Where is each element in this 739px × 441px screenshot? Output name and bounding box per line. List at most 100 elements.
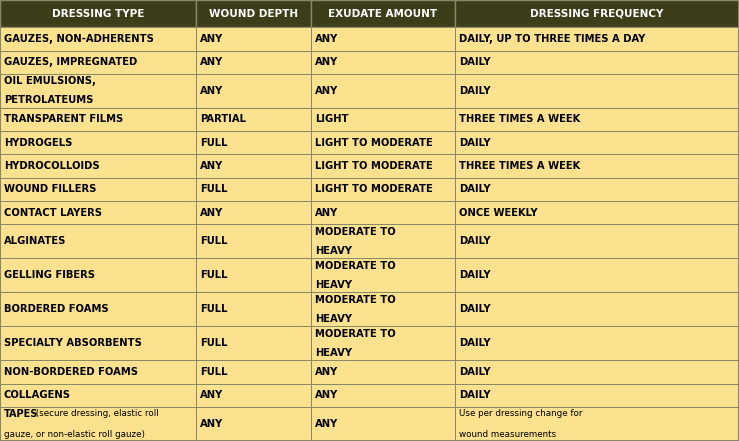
Text: FULL: FULL	[200, 236, 228, 247]
Text: PARTIAL: PARTIAL	[200, 115, 246, 124]
Text: CONTACT LAYERS: CONTACT LAYERS	[4, 208, 102, 218]
Bar	[311, 108, 455, 131]
Text: DAILY: DAILY	[459, 236, 491, 247]
Text: ANY: ANY	[315, 367, 338, 377]
Bar	[455, 0, 739, 27]
Bar	[196, 154, 311, 178]
Bar	[455, 51, 739, 74]
Text: HEAVY: HEAVY	[315, 314, 352, 324]
Text: SPECIALTY ABSORBENTS: SPECIALTY ABSORBENTS	[4, 338, 142, 348]
Text: BORDERED FOAMS: BORDERED FOAMS	[4, 304, 109, 314]
Bar	[0, 108, 196, 131]
Text: ANY: ANY	[200, 86, 223, 96]
Bar	[455, 27, 739, 51]
Bar	[196, 360, 311, 384]
Text: MODERATE TO: MODERATE TO	[315, 227, 396, 237]
Bar	[311, 224, 455, 258]
Text: ANY: ANY	[200, 390, 223, 400]
Text: HEAVY: HEAVY	[315, 280, 352, 290]
Bar	[455, 108, 739, 131]
Bar	[0, 384, 196, 407]
Bar	[196, 258, 311, 292]
Text: ANY: ANY	[315, 390, 338, 400]
Text: WOUND DEPTH: WOUND DEPTH	[209, 8, 298, 19]
Bar	[311, 154, 455, 178]
Text: FULL: FULL	[200, 338, 228, 348]
Text: ANY: ANY	[200, 57, 223, 67]
Bar	[455, 258, 739, 292]
Bar	[0, 224, 196, 258]
Bar	[455, 292, 739, 326]
Text: LIGHT: LIGHT	[315, 115, 349, 124]
Bar	[0, 360, 196, 384]
Bar	[455, 201, 739, 224]
Bar	[311, 258, 455, 292]
Text: LIGHT TO MODERATE: LIGHT TO MODERATE	[315, 161, 433, 171]
Text: EXUDATE AMOUNT: EXUDATE AMOUNT	[328, 8, 437, 19]
Text: GAUZES, IMPREGNATED: GAUZES, IMPREGNATED	[4, 57, 137, 67]
Bar	[0, 131, 196, 154]
Text: DRESSING FREQUENCY: DRESSING FREQUENCY	[531, 8, 664, 19]
Bar	[0, 51, 196, 74]
Bar	[311, 384, 455, 407]
Bar	[196, 384, 311, 407]
Text: TRANSPARENT FILMS: TRANSPARENT FILMS	[4, 115, 123, 124]
Bar	[196, 201, 311, 224]
Text: ANY: ANY	[200, 34, 223, 44]
Text: ANY: ANY	[200, 161, 223, 171]
Bar	[455, 154, 739, 178]
Bar	[311, 74, 455, 108]
Text: FULL: FULL	[200, 138, 228, 148]
Text: GELLING FIBERS: GELLING FIBERS	[4, 270, 95, 280]
Bar	[455, 407, 739, 441]
Text: DAILY: DAILY	[459, 57, 491, 67]
Text: DAILY: DAILY	[459, 86, 491, 96]
Text: FULL: FULL	[200, 270, 228, 280]
Bar	[196, 27, 311, 51]
Bar	[0, 74, 196, 108]
Bar	[196, 131, 311, 154]
Text: MODERATE TO: MODERATE TO	[315, 261, 396, 271]
Bar	[311, 326, 455, 360]
Bar	[455, 74, 739, 108]
Text: FULL: FULL	[200, 367, 228, 377]
Text: wound measurements: wound measurements	[459, 430, 556, 439]
Text: LIGHT TO MODERATE: LIGHT TO MODERATE	[315, 184, 433, 194]
Bar	[311, 407, 455, 441]
Bar	[196, 74, 311, 108]
Text: MODERATE TO: MODERATE TO	[315, 295, 396, 305]
Text: DAILY: DAILY	[459, 184, 491, 194]
Text: HYDROGELS: HYDROGELS	[4, 138, 72, 148]
Text: (secure dressing, elastic roll: (secure dressing, elastic roll	[33, 409, 159, 419]
Bar	[311, 360, 455, 384]
Text: THREE TIMES A WEEK: THREE TIMES A WEEK	[459, 115, 580, 124]
Text: HEAVY: HEAVY	[315, 348, 352, 358]
Text: WOUND FILLERS: WOUND FILLERS	[4, 184, 96, 194]
Bar	[455, 326, 739, 360]
Text: ANY: ANY	[200, 419, 223, 429]
Bar	[311, 27, 455, 51]
Bar	[196, 178, 311, 201]
Text: DRESSING TYPE: DRESSING TYPE	[52, 8, 144, 19]
Text: FULL: FULL	[200, 184, 228, 194]
Bar	[0, 178, 196, 201]
Text: ANY: ANY	[315, 419, 338, 429]
Text: ANY: ANY	[315, 34, 338, 44]
Bar	[196, 407, 311, 441]
Text: GAUZES, NON-ADHERENTS: GAUZES, NON-ADHERENTS	[4, 34, 154, 44]
Text: FULL: FULL	[200, 304, 228, 314]
Bar	[196, 108, 311, 131]
Bar	[0, 201, 196, 224]
Text: ANY: ANY	[315, 57, 338, 67]
Text: NON-BORDERED FOAMS: NON-BORDERED FOAMS	[4, 367, 138, 377]
Text: TAPES: TAPES	[4, 409, 38, 419]
Bar	[455, 360, 739, 384]
Text: ANY: ANY	[200, 208, 223, 218]
Bar	[455, 178, 739, 201]
Text: LIGHT TO MODERATE: LIGHT TO MODERATE	[315, 138, 433, 148]
Bar	[196, 292, 311, 326]
Text: OIL EMULSIONS,: OIL EMULSIONS,	[4, 76, 96, 86]
Text: MODERATE TO: MODERATE TO	[315, 329, 396, 339]
Text: PETROLATEUMS: PETROLATEUMS	[4, 95, 93, 105]
Bar	[311, 292, 455, 326]
